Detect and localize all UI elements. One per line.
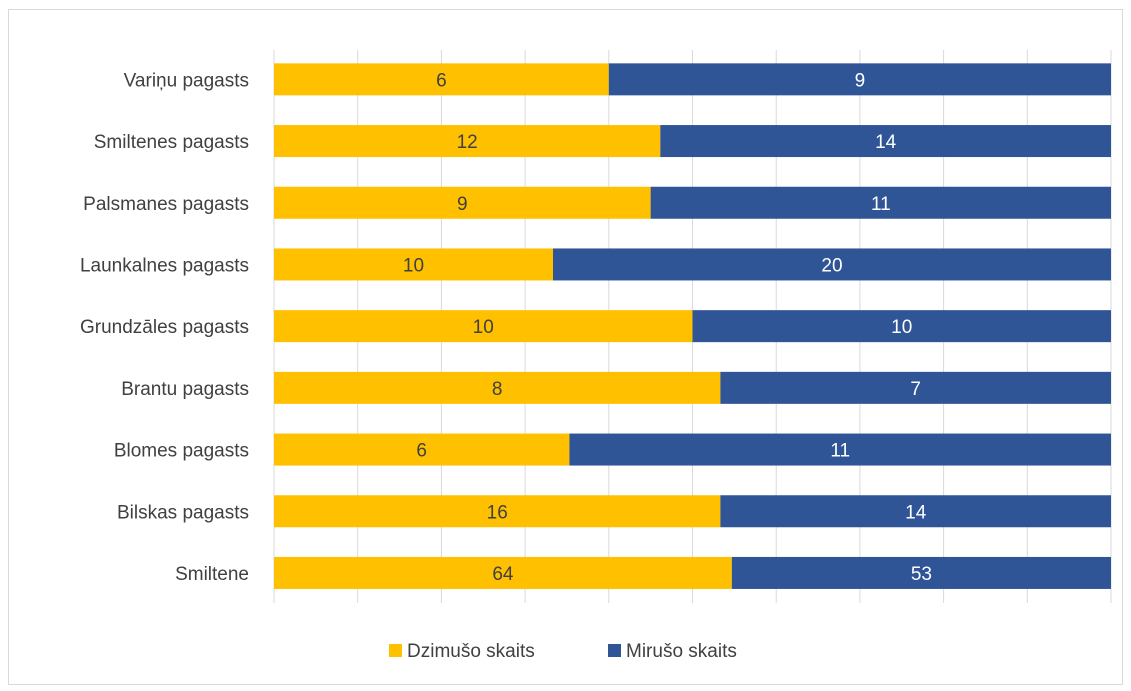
bar-dzimuso[interactable] [274,63,609,96]
data-label-miruso: 14 [875,132,897,153]
legend: Dzimušo skaits Mirušo skaits [389,641,737,662]
category-label: Blomes pagasts [114,441,249,462]
bar-miruso[interactable] [553,248,1111,281]
category-label: Smiltene [175,564,249,585]
data-label-dzimuso: 6 [436,70,447,91]
category-label: Smiltenes pagasts [94,132,249,153]
legend-label-miruso: Mirušo skaits [626,641,737,662]
category-labels: Variņu pagasts Smiltenes pagasts Palsmanes… [80,70,249,585]
bar-dzimuso[interactable] [274,248,553,281]
chart-frame: 6 9 12 14 9 11 10 20 10 10 8 7 6 11 16 14 64 53 Variņu pag… [8,9,1123,685]
bar-dzimuso[interactable] [274,125,661,158]
data-label-dzimuso: 10 [403,255,424,276]
legend-swatch-miruso [608,644,621,657]
data-label-dzimuso: 16 [487,502,508,523]
legend-swatch-dzimuso [389,644,402,657]
chart-svg: 6 9 12 14 9 11 10 20 10 10 8 7 6 11 16 14 64 53 Variņu pag… [80,50,1112,662]
bar-dzimuso[interactable] [274,371,721,404]
data-label-miruso: 11 [830,441,850,462]
data-label-miruso: 11 [871,194,891,215]
data-label-dzimuso: 6 [416,441,427,462]
data-label-miruso: 14 [905,502,927,523]
bar-miruso[interactable] [569,433,1111,466]
category-label: Brantu pagasts [121,379,249,400]
legend-label-dzimuso: Dzimušo skaits [407,641,535,662]
data-label-miruso: 7 [910,379,921,400]
bar-miruso[interactable] [692,310,1112,343]
data-label-miruso: 10 [891,317,912,338]
data-label-miruso: 20 [821,255,842,276]
bar-dzimuso[interactable] [274,186,651,219]
data-label-dzimuso: 64 [492,564,514,585]
bar-dzimuso[interactable] [274,556,732,589]
category-label: Grundzāles pagasts [80,317,249,338]
category-label: Variņu pagasts [124,70,249,91]
data-label-miruso: 9 [855,70,866,91]
data-label-miruso: 53 [911,564,932,585]
bar-dzimuso[interactable] [274,433,570,466]
category-label: Launkalnes pagasts [80,255,249,276]
bar-miruso[interactable] [720,495,1111,528]
data-label-dzimuso: 9 [457,194,468,215]
bar-dzimuso[interactable] [274,495,721,528]
category-label: Palsmanes pagasts [83,194,249,215]
bar-miruso[interactable] [731,556,1111,589]
data-label-dzimuso: 10 [473,317,494,338]
data-label-dzimuso: 8 [492,379,503,400]
bars: 6 9 12 14 9 11 10 20 10 10 8 7 6 11 16 14 64 53 [274,63,1111,589]
bar-miruso[interactable] [608,63,1111,96]
bar-dzimuso[interactable] [274,310,693,343]
bar-miruso[interactable] [660,125,1111,158]
bar-miruso[interactable] [720,371,1111,404]
data-label-dzimuso: 12 [457,132,478,153]
category-label: Bilskas pagasts [117,502,249,523]
bar-miruso[interactable] [650,186,1111,219]
